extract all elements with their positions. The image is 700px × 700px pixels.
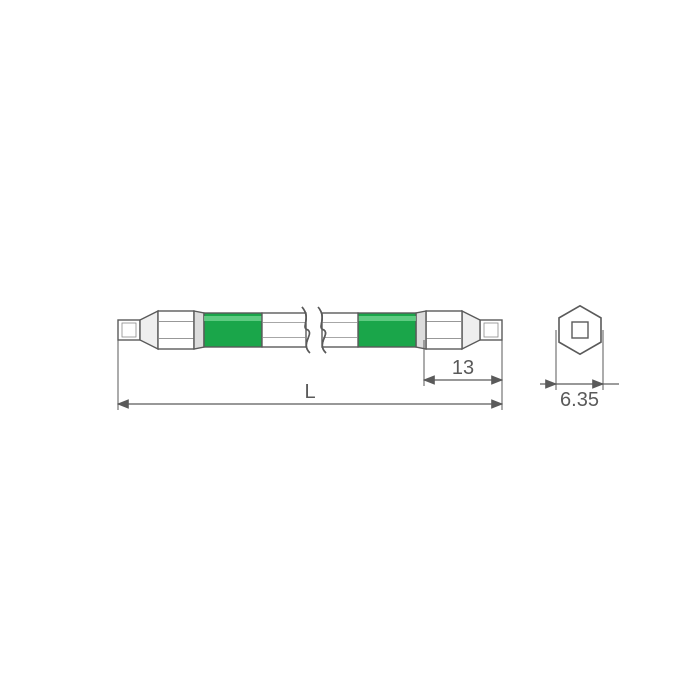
cross-section-hex bbox=[559, 306, 601, 354]
dimension-label: 13 bbox=[452, 357, 474, 379]
dimension-label: 6.35 bbox=[560, 389, 599, 411]
dimension-label: L bbox=[304, 381, 315, 403]
technical-drawing: L 13 6.35 bbox=[0, 0, 700, 700]
